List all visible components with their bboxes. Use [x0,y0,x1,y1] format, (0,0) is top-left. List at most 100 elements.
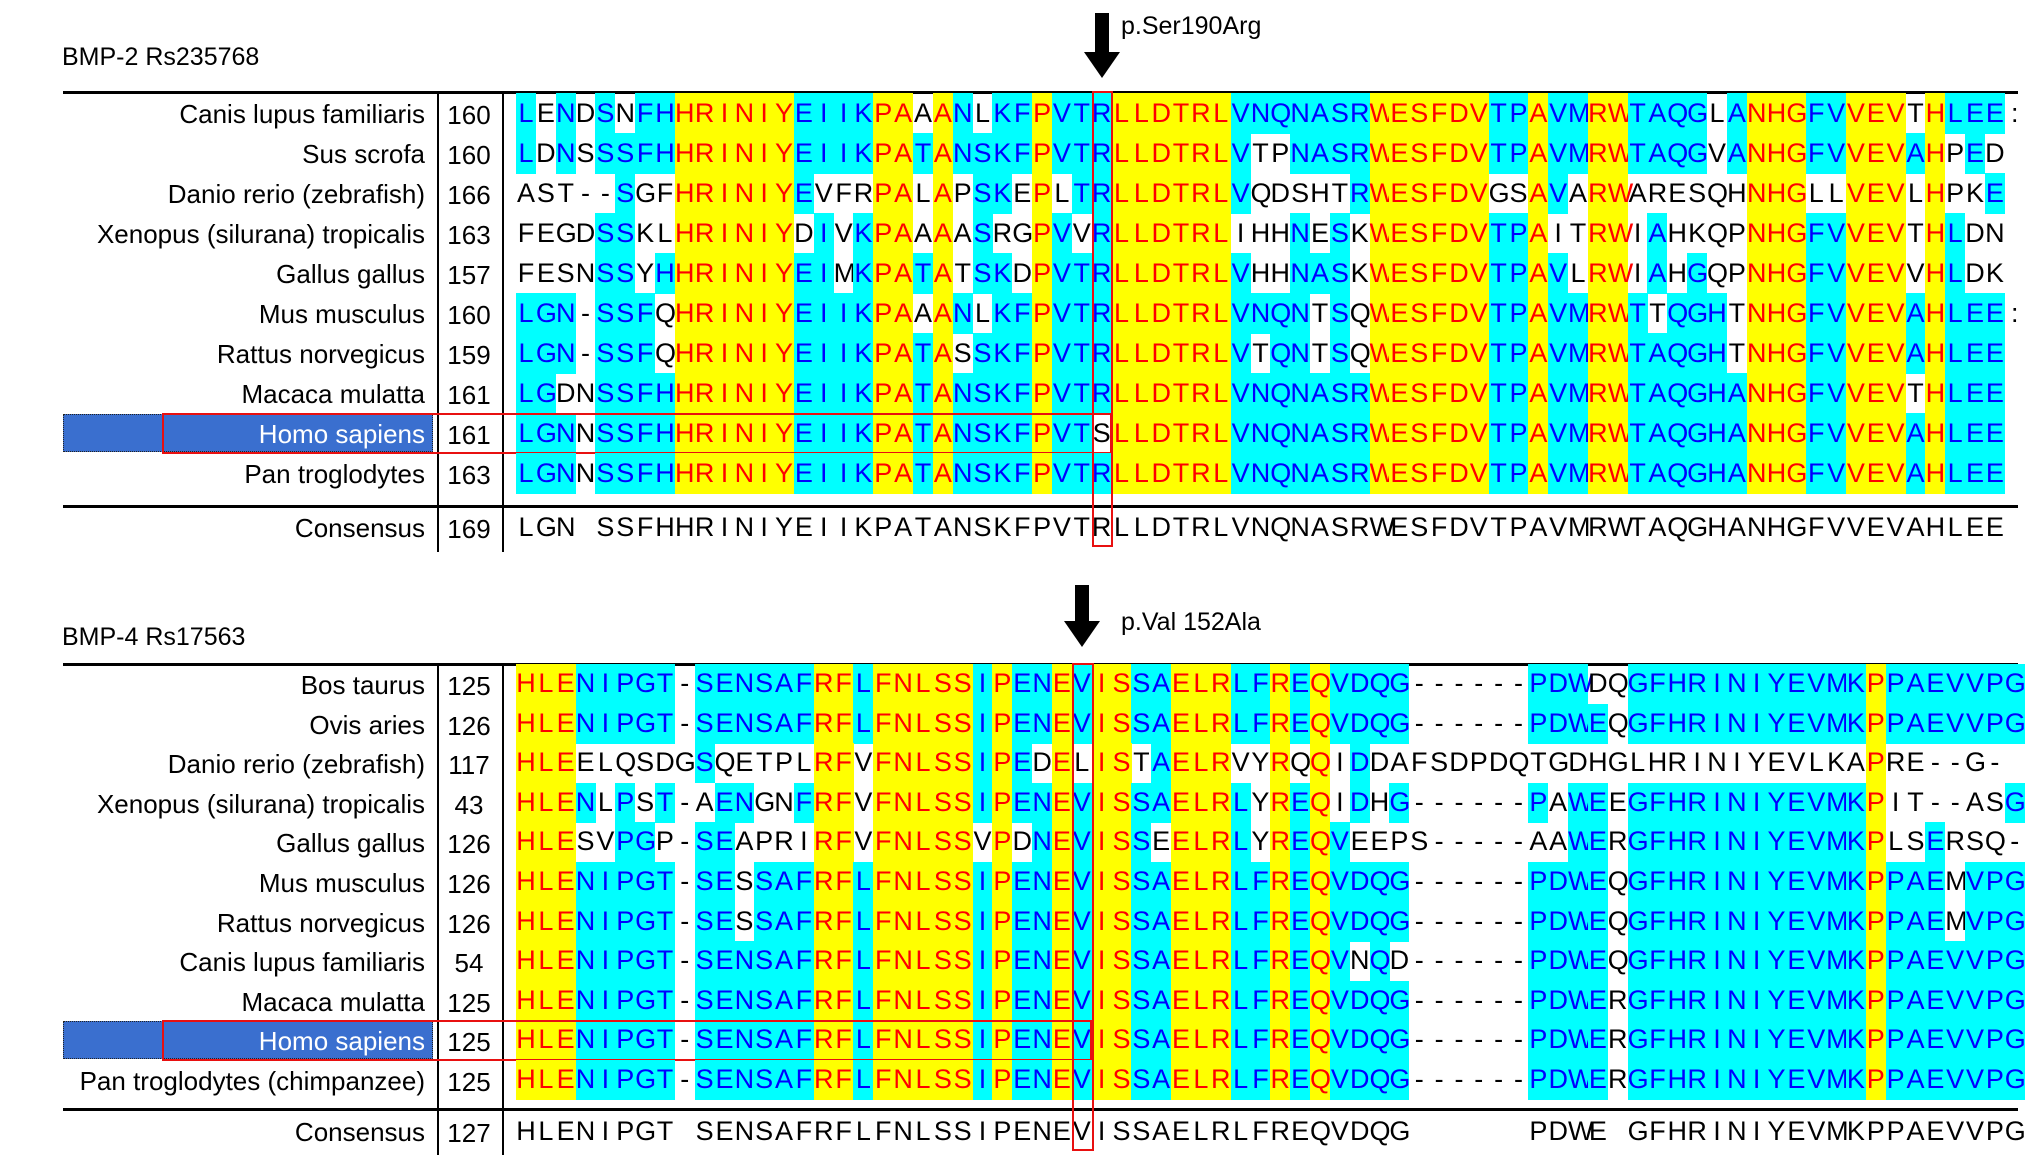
consensus-residue: R [1349,512,1370,542]
residue: E [1984,93,2005,134]
consensus-residue: V [1330,1116,1349,1146]
consensus-residue: F [795,1116,813,1146]
residue: E [1171,743,1192,784]
residue: F [873,862,894,903]
residue: S [1329,213,1350,254]
consensus-residue: D [1151,512,1171,542]
residue: G [2004,664,2026,705]
residue: L [1111,253,1132,294]
residue: E [793,93,814,134]
residue: R [1349,93,1370,134]
residue: N [575,1020,596,1061]
residue: V [854,786,873,817]
residue: Y [774,293,795,334]
consensus-residue: F [1649,1116,1666,1146]
residue: A [932,373,953,414]
residue: W [1607,333,1633,374]
residue: G [635,901,656,942]
consensus-residue: V [1946,1116,1965,1146]
residue: V [1051,453,1072,494]
residue: R [1091,133,1112,174]
residue: - [1454,707,1464,738]
residue: - [1454,786,1464,817]
residue: L [1630,747,1646,778]
residue: S [1131,862,1152,903]
residue: E [1310,218,1329,248]
residue: T [1907,98,1924,128]
residue: I [714,133,735,174]
residue: I [833,373,854,414]
residue: T [1907,378,1924,408]
residue: S [1111,901,1132,942]
residue: F [873,1060,894,1101]
consensus-residue: I [978,1116,987,1146]
residue: S [1329,453,1350,494]
residue: M [1568,133,1591,174]
consensus-residue: R [1211,1116,1231,1146]
residue: H [674,373,695,414]
residue: P [1528,1060,1549,1101]
residue: S [1409,253,1430,294]
residue: R [1210,941,1231,982]
start-position: 166 [447,180,491,210]
residue: I [1091,822,1112,863]
consensus-residue: E [1172,1116,1191,1146]
residue: E [1290,941,1311,982]
residue: A [774,901,795,942]
consensus-residue: A [1152,1116,1171,1146]
residue: L [1111,173,1132,214]
residue: T [1171,253,1192,294]
residue: I [972,743,993,784]
residue: V [1468,253,1489,294]
residue: W [1568,1060,1594,1101]
residue: Y [636,258,655,288]
residue: K [1827,747,1846,778]
residue: W [1369,133,1395,174]
residue: E [1290,901,1311,942]
residue: P [1885,941,1906,982]
residue: G [2004,980,2026,1021]
residue: T [654,782,675,823]
residue: D [575,218,596,248]
residue: F [1250,1020,1271,1061]
residue: A [1151,980,1172,1021]
residue: L [1945,453,1966,494]
residue: S [1688,178,1707,208]
residue: R [1190,253,1211,294]
residue: F [793,1060,814,1101]
consensus-residue: V [1231,512,1250,542]
residue: S [595,293,616,334]
residue: R [1687,782,1708,823]
residue: L [516,333,536,374]
residue: E [1925,664,1946,705]
residue: T [1071,333,1092,374]
residue: P [615,901,636,942]
residue: - [1514,826,1523,857]
residue: E [1865,373,1886,414]
residue: N [1746,293,1767,334]
residue: P [992,782,1013,823]
residue: P [1528,703,1549,744]
residue: F [833,782,854,823]
residue: A [1151,901,1172,942]
species-name: Pan troglodytes (chimpanzee) [79,1066,425,1096]
residue: I [1733,747,1741,778]
residue: E [1012,862,1033,903]
residue: N [555,333,576,374]
residue: E [1865,173,1886,214]
residue: L [853,1060,874,1101]
consensus-residue: I [839,512,848,542]
consensus-residue: Y [775,512,794,542]
residue: H [516,822,536,863]
residue: I [714,93,735,134]
consensus-residue: K [1846,1116,1865,1146]
residue: P [1865,743,1886,784]
residue: L [516,373,536,414]
residue: V [1051,293,1072,334]
residue: P [1865,703,1886,744]
residue: N [1349,945,1370,976]
residue: V [1806,703,1827,744]
residue: E [1051,1020,1072,1061]
residue: V [1845,293,1866,334]
residue: V [1945,664,1966,705]
